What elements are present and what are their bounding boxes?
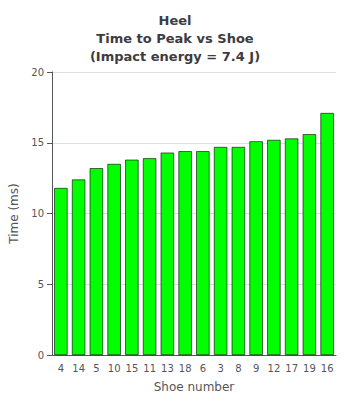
- svg-text:16: 16: [321, 363, 334, 374]
- svg-text:Heel: Heel: [159, 13, 192, 28]
- svg-text:15: 15: [126, 363, 139, 374]
- svg-text:12: 12: [268, 363, 281, 374]
- svg-text:0: 0: [38, 350, 44, 361]
- svg-text:14: 14: [72, 363, 85, 374]
- svg-text:15: 15: [31, 137, 44, 148]
- svg-text:18: 18: [179, 363, 192, 374]
- svg-text:9: 9: [253, 363, 259, 374]
- svg-text:6: 6: [200, 363, 206, 374]
- svg-text:19: 19: [303, 363, 316, 374]
- svg-text:13: 13: [161, 363, 174, 374]
- svg-text:Time to Peak vs Shoe: Time to Peak vs Shoe: [96, 31, 253, 46]
- svg-text:17: 17: [285, 363, 298, 374]
- svg-text:8: 8: [235, 363, 241, 374]
- svg-text:10: 10: [108, 363, 121, 374]
- svg-text:11: 11: [143, 363, 156, 374]
- svg-text:5: 5: [38, 279, 44, 290]
- svg-text:(Impact energy = 7.4 J): (Impact energy = 7.4 J): [90, 49, 260, 64]
- svg-text:Shoe number: Shoe number: [154, 380, 235, 394]
- svg-text:10: 10: [31, 208, 44, 219]
- svg-text:4: 4: [58, 363, 64, 374]
- svg-text:5: 5: [93, 363, 99, 374]
- svg-text:Time (ms): Time (ms): [7, 183, 21, 245]
- svg-text:20: 20: [31, 67, 44, 78]
- svg-text:3: 3: [217, 363, 223, 374]
